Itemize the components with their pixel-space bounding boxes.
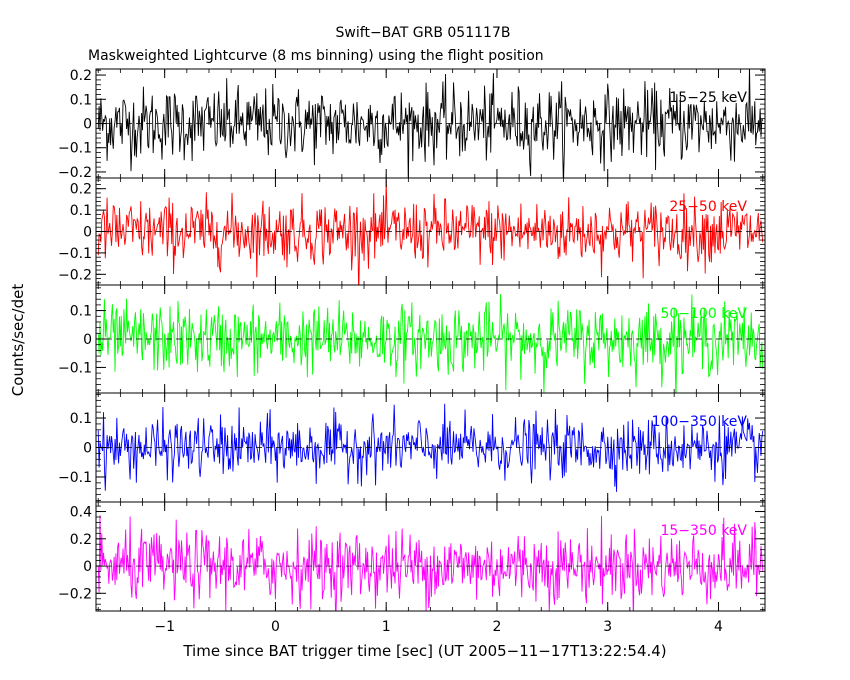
series-line-panel-1 <box>97 69 764 178</box>
x-tick-label: 1 <box>382 619 391 635</box>
y-tick-label: 0.1 <box>70 92 92 108</box>
chart-title: Swift−BAT GRB 051117B <box>336 25 511 41</box>
panels-group: −0.2 −0.1 0 0.1 0.2 15−25 keV −0.2 −0.1 0 0.1 0.2 2… <box>58 68 766 612</box>
series-name-label: 50−100 keV <box>660 306 747 322</box>
y-tick-label: 0.1 <box>70 203 92 219</box>
y-tick-label: −0.1 <box>58 360 92 376</box>
y-tick-label: 0.1 <box>70 304 92 320</box>
panel-3: −0.1 0 0.1 50−100 keV <box>58 284 766 394</box>
x-tick-label: 4 <box>714 619 723 635</box>
series-line-panel-4 <box>97 403 764 492</box>
y-tick-label: 0.2 <box>70 532 92 548</box>
y-tick-label: 0 <box>83 559 92 575</box>
panel-5: −0.2 0 0.2 0.4 15−350 keV <box>58 501 766 612</box>
y-tick-label: −0.2 <box>58 586 92 602</box>
x-axis-label: Time since BAT trigger time [sec] (UT 20… <box>182 642 666 660</box>
x-tick-label: 0 <box>271 619 280 635</box>
series-name-label: 15−25 keV <box>669 90 747 106</box>
y-tick-label: −0.1 <box>58 470 92 486</box>
x-tick-label: 3 <box>603 619 612 635</box>
panel-4: −0.1 0 0.1 100−350 keV <box>58 392 766 503</box>
y-tick-label: 0 <box>83 117 92 133</box>
y-tick-label: 0 <box>83 441 92 457</box>
series-name-label: 15−350 keV <box>660 523 747 539</box>
y-tick-label: −0.2 <box>58 267 92 283</box>
y-tick-label: 0.2 <box>70 68 92 84</box>
series-line-panel-2 <box>97 180 764 285</box>
chart-subtitle: Maskweighted Lightcurve (8 ms binning) u… <box>88 48 544 64</box>
y-tick-label: 0 <box>83 332 92 348</box>
y-tick-label: −0.1 <box>58 246 92 262</box>
y-tick-label: −0.2 <box>58 165 92 181</box>
series-name-label: 25−50 keV <box>669 199 747 215</box>
panel-1: −0.2 −0.1 0 0.1 0.2 15−25 keV <box>58 68 766 181</box>
series-line-panel-3 <box>97 294 764 393</box>
series-line-panel-5 <box>97 515 764 611</box>
x-axis: −1 0 1 2 3 4 <box>154 619 723 635</box>
x-tick-label: 2 <box>492 619 501 635</box>
x-tick-label: −1 <box>154 619 175 635</box>
y-tick-label: −0.1 <box>58 141 92 157</box>
y-tick-label: 0.1 <box>70 411 92 427</box>
series-name-label: 100−350 keV <box>652 414 748 430</box>
y-tick-label: 0.2 <box>70 182 92 198</box>
panel-2: −0.2 −0.1 0 0.1 0.2 25−50 keV <box>58 177 766 286</box>
y-axis-label: Counts/sec/det <box>9 284 27 397</box>
y-tick-label: 0.4 <box>70 505 92 521</box>
y-tick-label: 0 <box>83 225 92 241</box>
